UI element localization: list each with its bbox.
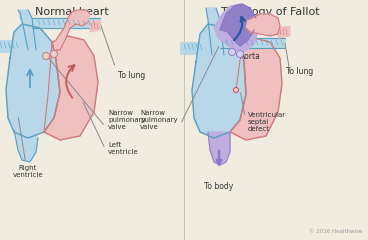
Polygon shape: [90, 20, 100, 32]
Polygon shape: [180, 42, 206, 54]
Polygon shape: [230, 38, 282, 140]
Polygon shape: [220, 38, 285, 48]
Polygon shape: [206, 8, 224, 55]
Text: To lung: To lung: [101, 26, 145, 79]
Polygon shape: [14, 130, 38, 162]
Polygon shape: [192, 24, 246, 138]
Polygon shape: [20, 50, 38, 60]
Polygon shape: [214, 4, 258, 52]
Text: Tetralogy of Fallot: Tetralogy of Fallot: [221, 7, 319, 17]
Circle shape: [234, 88, 238, 92]
Text: Left
ventricle: Left ventricle: [83, 102, 139, 155]
Polygon shape: [0, 40, 20, 52]
Circle shape: [229, 48, 236, 55]
Text: Ventricular
septal
defect: Ventricular septal defect: [241, 93, 286, 132]
Polygon shape: [6, 24, 60, 138]
Text: Narrow
pulmonary
valve: Narrow pulmonary valve: [48, 57, 146, 130]
Polygon shape: [44, 36, 98, 140]
Polygon shape: [220, 4, 256, 46]
Circle shape: [237, 50, 244, 58]
Text: To lung: To lung: [286, 67, 313, 77]
Circle shape: [50, 50, 57, 58]
Text: © 2016 Healthwise: © 2016 Healthwise: [309, 229, 362, 234]
Polygon shape: [56, 10, 90, 50]
Polygon shape: [246, 14, 280, 36]
Text: Narrow
pulmonary
valve: Narrow pulmonary valve: [140, 47, 219, 130]
Text: Normal heart: Normal heart: [35, 7, 109, 17]
Polygon shape: [278, 26, 290, 38]
Circle shape: [42, 53, 50, 60]
Polygon shape: [32, 18, 100, 28]
Text: To body: To body: [204, 182, 234, 191]
Polygon shape: [18, 10, 36, 50]
Text: Right
ventricle: Right ventricle: [13, 118, 43, 178]
Polygon shape: [208, 132, 230, 165]
Text: Aorta: Aorta: [238, 15, 261, 61]
